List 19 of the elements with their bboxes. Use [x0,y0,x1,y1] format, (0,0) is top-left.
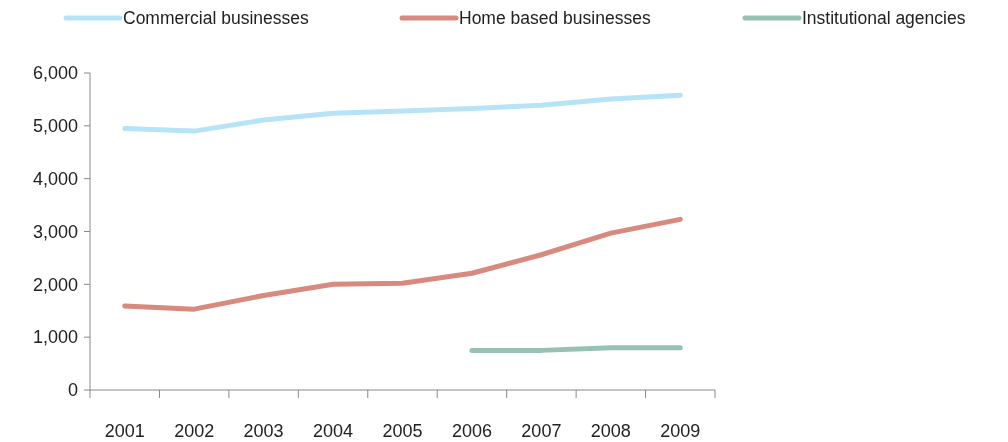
x-tick-label: 2005 [382,421,423,441]
legend-label: Institutional agencies [802,8,966,28]
x-tick-label: 2004 [313,421,354,441]
y-tick-label: 1,000 [32,327,78,348]
y-tick-label: 2,000 [32,274,78,295]
y-tick-label: 5,000 [32,116,78,137]
y-tick-label: 6,000 [32,63,78,84]
y-tick-label: 0 [67,380,78,401]
x-tick-label: 2009 [660,421,701,441]
x-tick-label: 2006 [451,421,492,441]
x-tick-label: 2008 [590,421,631,441]
legend-label: Commercial businesses [123,8,310,28]
legend-label: Home based businesses [459,8,651,28]
y-tick-label: 3,000 [32,221,78,242]
x-tick-label: 2001 [104,421,145,441]
x-tick-label: 2002 [174,421,215,441]
x-tick-label: 2003 [243,421,284,441]
x-tick-label: 2007 [521,421,562,441]
y-tick-label: 4,000 [32,168,78,189]
